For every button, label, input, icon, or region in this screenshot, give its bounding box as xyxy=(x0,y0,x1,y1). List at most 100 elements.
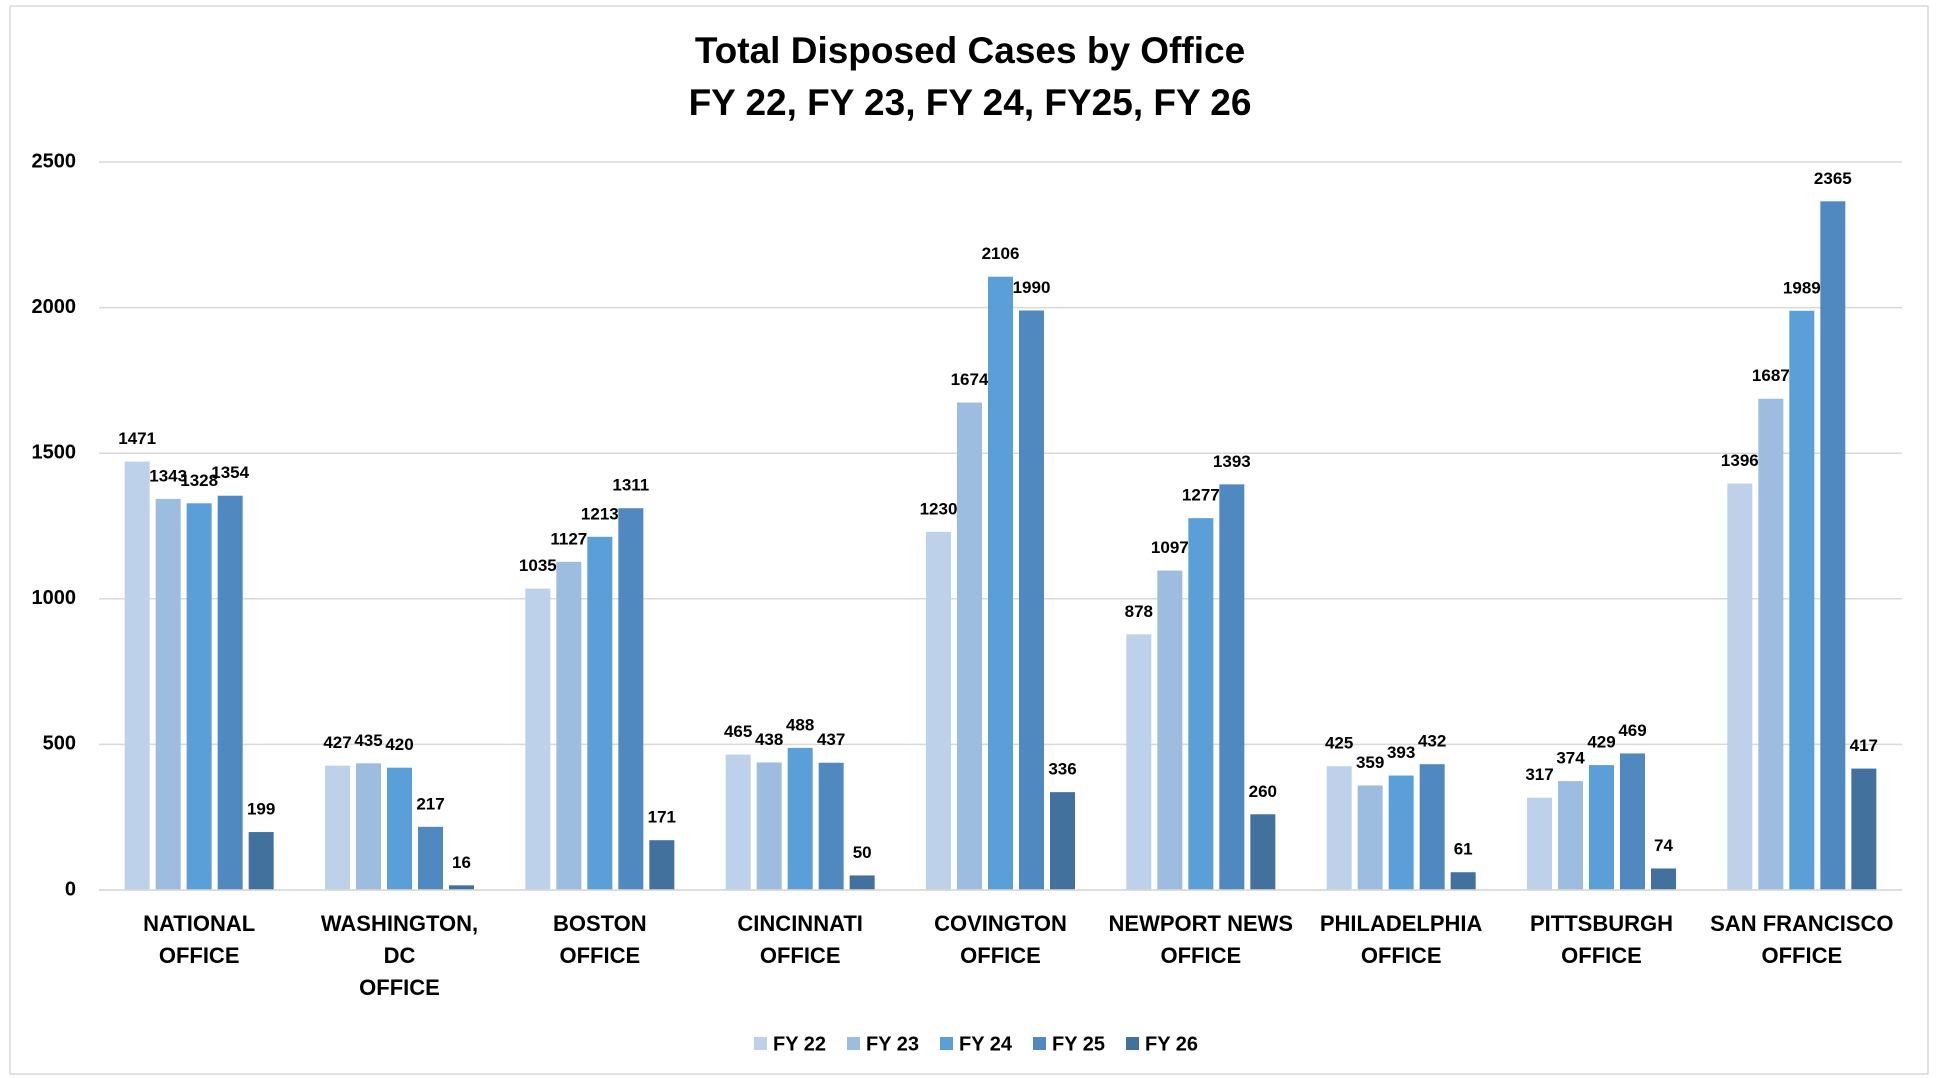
legend-swatch xyxy=(1033,1037,1046,1050)
x-tick-label: DC xyxy=(384,943,416,968)
value-label: 1213 xyxy=(581,504,619,523)
legend-swatch xyxy=(847,1037,860,1050)
value-label: 74 xyxy=(1654,836,1673,855)
chart-subtitle: FY 22, FY 23, FY 24, FY25, FY 26 xyxy=(689,82,1252,123)
x-tick-label: NEWPORT NEWS xyxy=(1109,911,1294,936)
value-label: 393 xyxy=(1387,743,1415,762)
x-tick-label: OFFICE xyxy=(359,975,440,1000)
bar xyxy=(1419,764,1445,890)
value-label: 1097 xyxy=(1151,538,1189,557)
bar xyxy=(1558,781,1583,890)
value-label: 1989 xyxy=(1783,278,1821,297)
value-label: 1471 xyxy=(118,429,156,448)
value-label: 2365 xyxy=(1814,169,1852,188)
value-label: 317 xyxy=(1525,765,1553,784)
legend-label: FY 26 xyxy=(1145,1033,1198,1055)
chart-title: Total Disposed Cases by Office xyxy=(695,30,1245,71)
x-tick-label: OFFICE xyxy=(760,943,841,968)
value-label: 435 xyxy=(354,731,382,750)
bar xyxy=(725,754,751,890)
bar xyxy=(1388,775,1414,890)
bar xyxy=(217,495,243,890)
y-tick-label: 1500 xyxy=(32,441,77,463)
legend-swatch xyxy=(754,1037,767,1050)
x-tick-label: OFFICE xyxy=(159,943,240,968)
value-label: 374 xyxy=(1556,749,1585,768)
value-label: 1311 xyxy=(612,476,649,495)
value-label: 2106 xyxy=(982,244,1020,263)
value-label: 469 xyxy=(1618,721,1646,740)
bar xyxy=(387,767,412,890)
value-label: 438 xyxy=(755,730,783,749)
value-label: 1230 xyxy=(920,499,958,518)
value-label: 437 xyxy=(817,730,845,749)
value-label: 420 xyxy=(385,735,413,754)
x-tick-label: OFFICE xyxy=(559,943,640,968)
bar xyxy=(1050,792,1075,890)
bar xyxy=(1126,634,1152,890)
value-label: 16 xyxy=(452,853,471,872)
bar xyxy=(1019,310,1044,891)
value-label: 429 xyxy=(1587,733,1615,752)
bar xyxy=(1450,872,1476,890)
bar xyxy=(1589,765,1614,890)
bar xyxy=(124,461,150,890)
bar xyxy=(325,765,350,890)
value-label: 425 xyxy=(1325,734,1353,753)
bar xyxy=(587,536,613,890)
bar xyxy=(957,402,982,890)
y-tick-label: 1000 xyxy=(32,587,77,609)
y-tick-label: 2500 xyxy=(32,150,77,172)
value-label: 1127 xyxy=(550,529,587,548)
bar xyxy=(618,508,644,890)
bar xyxy=(1620,753,1645,890)
bar xyxy=(1157,570,1183,890)
y-tick-label: 0 xyxy=(65,878,76,900)
legend-label: FY 22 xyxy=(773,1033,826,1055)
bar xyxy=(787,747,813,890)
chart-border xyxy=(9,5,1929,1075)
x-tick-label: COVINGTON xyxy=(934,911,1067,936)
value-label: 878 xyxy=(1125,602,1153,621)
value-label: 199 xyxy=(247,800,275,819)
bar xyxy=(988,276,1013,890)
bar xyxy=(1758,398,1784,890)
x-tick-label: PHILADELPHIA xyxy=(1320,911,1483,936)
bar xyxy=(1250,814,1276,890)
bar xyxy=(756,762,782,890)
bar xyxy=(1326,766,1352,890)
bar xyxy=(418,826,443,890)
y-tick-label: 2000 xyxy=(32,296,77,318)
x-tick-label: CINCINNATI xyxy=(737,911,862,936)
value-label: 1277 xyxy=(1182,486,1220,505)
value-label: 336 xyxy=(1048,760,1076,779)
bar xyxy=(1188,518,1214,890)
value-label: 1393 xyxy=(1213,452,1251,471)
bar xyxy=(449,885,474,890)
bar xyxy=(1851,768,1877,890)
bar xyxy=(1219,484,1245,890)
value-label: 359 xyxy=(1356,753,1384,772)
bar xyxy=(556,561,582,890)
value-label: 1990 xyxy=(1013,278,1051,297)
bar xyxy=(649,840,675,890)
value-label: 1674 xyxy=(951,370,989,389)
y-tick-label: 500 xyxy=(43,733,76,755)
value-label: 50 xyxy=(853,843,872,862)
value-label: 427 xyxy=(323,733,351,752)
value-label: 217 xyxy=(416,794,444,813)
value-label: 1035 xyxy=(519,556,557,575)
bar xyxy=(155,498,181,890)
bar xyxy=(248,832,274,890)
bar xyxy=(1527,797,1552,890)
legend-label: FY 25 xyxy=(1052,1033,1105,1055)
value-label: 260 xyxy=(1249,782,1277,801)
legend-label: FY 24 xyxy=(959,1033,1013,1055)
x-tick-label: OFFICE xyxy=(1160,943,1241,968)
bar xyxy=(926,531,951,890)
bar xyxy=(1820,201,1846,890)
legend-swatch xyxy=(1126,1037,1139,1050)
value-label: 61 xyxy=(1454,840,1473,859)
bar xyxy=(1357,785,1383,890)
